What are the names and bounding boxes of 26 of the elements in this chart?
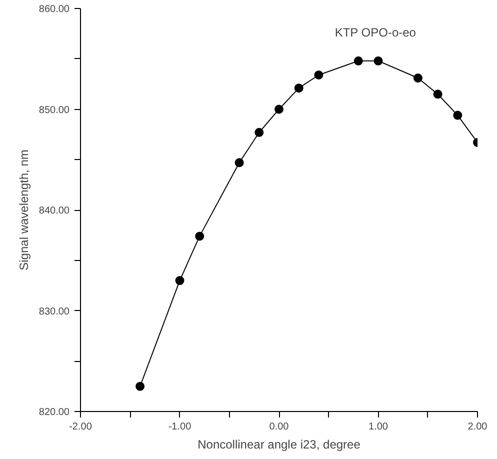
point — [136, 382, 145, 391]
y-tick-label: 860.00 — [38, 4, 70, 15]
point — [314, 70, 324, 80]
x-axis-title: Noncollinear angle i23, degree — [198, 438, 361, 452]
point — [254, 128, 264, 137]
y-tick-label: 820.00 — [38, 407, 70, 418]
x-tick-label: 1.00 — [368, 422, 388, 432]
annotation: KTP OPO-o-eo — [334, 26, 416, 40]
point — [195, 232, 204, 241]
y-axis-title: Signal wavelength, nm — [16, 150, 31, 270]
y-tick-label: 840.00 — [38, 206, 70, 216]
x-tick-label: -1.00 — [168, 422, 192, 432]
y-tick-label: 850.00 — [38, 104, 70, 116]
x-tick-label: 0.00 — [269, 422, 290, 432]
x-tick-label: -2.00 — [69, 422, 92, 432]
point — [294, 84, 304, 93]
point — [413, 74, 422, 83]
x-tick-label: 2.00 — [468, 422, 488, 432]
point — [354, 56, 363, 66]
point — [374, 56, 383, 66]
point — [175, 276, 184, 286]
point — [453, 110, 462, 120]
point — [274, 104, 284, 114]
y-tick-label: 830.00 — [38, 306, 70, 318]
point — [234, 158, 244, 168]
point — [433, 90, 442, 99]
